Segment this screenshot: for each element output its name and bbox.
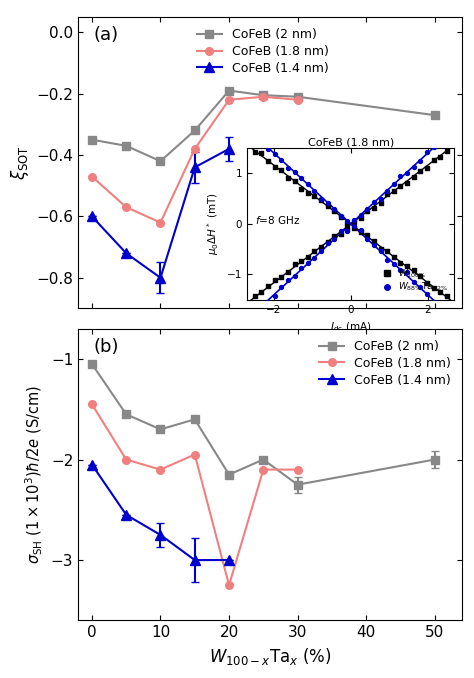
Y-axis label: $\xi_{\rm SOT}$: $\xi_{\rm SOT}$ (9, 145, 31, 180)
Text: (b): (b) (93, 338, 119, 355)
Legend: CoFeB (2 nm), CoFeB (1.8 nm), CoFeB (1.4 nm): CoFeB (2 nm), CoFeB (1.8 nm), CoFeB (1.4… (314, 335, 456, 392)
Legend: CoFeB (2 nm), CoFeB (1.8 nm), CoFeB (1.4 nm): CoFeB (2 nm), CoFeB (1.8 nm), CoFeB (1.4… (192, 23, 334, 80)
Y-axis label: $\sigma_{\rm SH}$ $(1\times10^{3})\hbar/2e$ (S/cm): $\sigma_{\rm SH}$ $(1\times10^{3})\hbar/… (24, 385, 46, 564)
X-axis label: $W_{100-x}$Ta$_x$ (%): $W_{100-x}$Ta$_x$ (%) (209, 645, 332, 666)
Text: (a): (a) (93, 26, 118, 43)
